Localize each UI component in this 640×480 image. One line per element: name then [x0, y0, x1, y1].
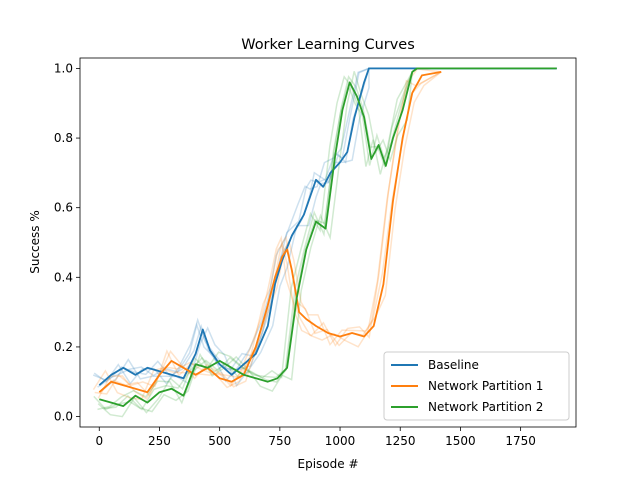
- series-line-2: [98, 71, 442, 394]
- series-line-3: [99, 67, 557, 407]
- y-tick-label: 1.0: [54, 61, 73, 75]
- y-tick-label: 0.6: [54, 201, 73, 215]
- series-line-1: [98, 67, 557, 386]
- y-tick-label: 0.0: [54, 410, 73, 424]
- x-tick-label: 1000: [325, 434, 356, 448]
- x-tick-label: 250: [148, 434, 171, 448]
- x-axis-ticks: 0 250 500 750 1000 1250 1500 1750: [95, 427, 536, 448]
- x-tick-label: 1750: [505, 434, 536, 448]
- series-trace-1-worker-2: [103, 67, 557, 389]
- series-trace-2-worker-4: [92, 71, 442, 401]
- y-tick-label: 0.2: [54, 340, 73, 354]
- x-tick-label: 0: [95, 434, 103, 448]
- series-trace-2-worker-2: [97, 71, 442, 400]
- legend-box: [383, 351, 570, 421]
- x-tick-label: 750: [268, 434, 291, 448]
- y-tick-label: 0.8: [54, 131, 73, 145]
- legend: Baseline Network Partition 1 Network Parti…: [383, 351, 570, 421]
- plot-area: [79, 57, 577, 428]
- y-axis-label: Success %: [28, 210, 42, 274]
- series-trace-1-worker-3: [97, 67, 557, 388]
- x-tick-label: 1250: [385, 434, 416, 448]
- x-tick-label: 1500: [445, 434, 476, 448]
- y-tick-label: 0.4: [54, 270, 73, 284]
- chart-title: Worker Learning Curves: [241, 37, 415, 53]
- legend-label-2: Network Partition 1: [428, 379, 543, 393]
- axes-frame: [79, 57, 577, 428]
- series-trace-3-worker-4: [93, 67, 557, 411]
- series-trace-2-worker-3: [100, 71, 442, 397]
- legend-label-3: Network Partition 2: [428, 400, 543, 414]
- legend-label-1: Baseline: [428, 358, 479, 372]
- x-tick-label: 500: [208, 434, 231, 448]
- series-trace-3-worker-3: [103, 67, 557, 413]
- y-axis-ticks: 0.0 0.2 0.4 0.6 0.8 1.0: [54, 61, 80, 424]
- x-axis-label: Episode #: [298, 457, 359, 471]
- series-trace-3-worker-2: [97, 67, 557, 411]
